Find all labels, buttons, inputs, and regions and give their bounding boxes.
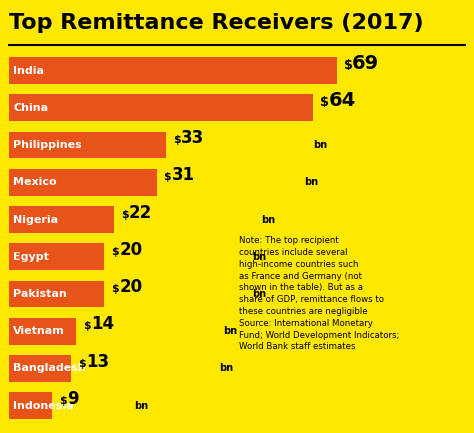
Text: $: $ [320, 96, 329, 109]
Text: bn: bn [252, 252, 266, 262]
Text: bn: bn [314, 140, 328, 150]
Text: bn: bn [304, 177, 318, 187]
Text: 9: 9 [67, 390, 79, 408]
Text: $: $ [83, 321, 91, 331]
Text: Vietnam: Vietnam [13, 326, 65, 336]
Text: Mexico: Mexico [13, 177, 57, 187]
Text: 13: 13 [86, 352, 109, 371]
Text: 14: 14 [91, 315, 114, 333]
Bar [9, 169, 157, 196]
Bar [9, 243, 104, 270]
Bar [9, 57, 337, 84]
Text: $: $ [111, 284, 119, 294]
Text: $: $ [78, 359, 86, 368]
Text: Pakistan: Pakistan [13, 289, 67, 299]
Text: Indonesia: Indonesia [13, 401, 74, 411]
Bar [9, 132, 166, 158]
Text: bn: bn [252, 289, 266, 299]
Text: Philippines: Philippines [13, 140, 82, 150]
Text: 64: 64 [328, 91, 356, 110]
Bar [9, 318, 76, 345]
Bar [9, 355, 71, 382]
Text: Top Remittance Receivers (2017): Top Remittance Receivers (2017) [9, 13, 424, 33]
Text: $: $ [111, 247, 119, 257]
Text: Bangladesh: Bangladesh [13, 363, 86, 374]
Text: $: $ [164, 172, 171, 182]
Bar [9, 392, 52, 419]
Text: China: China [13, 103, 48, 113]
Text: 33: 33 [181, 129, 204, 147]
Text: bn: bn [261, 214, 275, 224]
Text: India: India [13, 65, 44, 76]
Bar [9, 94, 313, 121]
Bar [9, 206, 114, 233]
Text: 31: 31 [172, 166, 195, 184]
Text: 20: 20 [119, 278, 143, 296]
Text: $: $ [173, 135, 181, 145]
Text: bn: bn [219, 363, 233, 373]
Text: Nigeria: Nigeria [13, 214, 58, 225]
Text: Note: The top recipient
countries include several
high-income countries such
as : Note: The top recipient countries includ… [239, 236, 400, 352]
Text: $: $ [344, 59, 353, 72]
Text: $: $ [121, 210, 128, 220]
Text: 69: 69 [352, 54, 379, 73]
Text: 22: 22 [129, 204, 152, 222]
Text: bn: bn [223, 326, 237, 336]
Text: Egypt: Egypt [13, 252, 49, 262]
Text: $: $ [59, 396, 67, 406]
Text: 20: 20 [119, 241, 143, 259]
Bar [9, 281, 104, 307]
Text: bn: bn [134, 401, 148, 410]
